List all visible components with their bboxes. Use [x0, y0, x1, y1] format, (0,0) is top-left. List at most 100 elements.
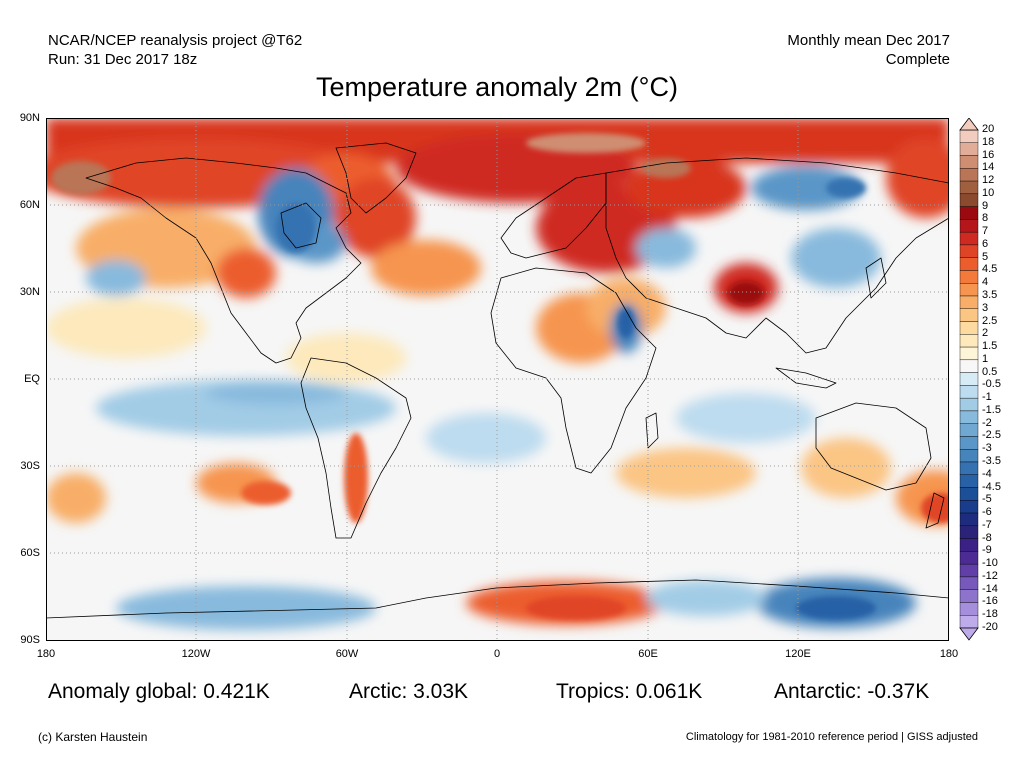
colorbar-cell	[959, 589, 979, 603]
colorbar-cell	[959, 602, 979, 616]
colorbar-label: -16	[982, 595, 998, 608]
africa-outline	[490, 267, 657, 474]
graticule	[46, 118, 949, 641]
colorbar-label: 2.5	[982, 314, 998, 327]
colorbar-cell	[959, 461, 979, 475]
colorbar-label: 16	[982, 148, 995, 161]
colorbar-label: 4.5	[982, 263, 998, 276]
colorbar-cell	[959, 206, 979, 220]
lon-label-120w: 120W	[181, 648, 211, 660]
model-name: NCAR/NCEP reanalysis project @T62	[48, 32, 303, 49]
colorbar-cell	[959, 500, 979, 514]
colorbar-label: 0.5	[982, 365, 998, 378]
colorbar-label: 3.5	[982, 289, 998, 301]
climatology-note: Climatology for 1981-2010 reference peri…	[685, 731, 978, 743]
colorbar-cell	[959, 142, 979, 156]
colorbar-label: -3.5	[982, 455, 1001, 467]
colorbar-cell	[959, 321, 979, 335]
colorbar-cell	[959, 219, 979, 233]
lon-label-180w: 180	[36, 648, 56, 660]
lon-label-60e: 60E	[638, 648, 658, 660]
colorbar-label: -14	[982, 582, 998, 595]
map-title: Temperature anomaly 2m (°C)	[316, 72, 678, 102]
colorbar-cell	[959, 576, 979, 590]
colorbar-label: 4	[982, 276, 989, 289]
colorbar-cell	[959, 423, 979, 437]
colorbar-label: 8	[982, 212, 989, 225]
colorbar-cell	[959, 257, 979, 271]
colorbar-label: -0.5	[982, 378, 1001, 391]
run-time: Run: 31 Dec 2017 18z	[48, 51, 198, 68]
lat-label-30s: 30S	[20, 460, 40, 472]
colorbar-cell	[959, 155, 979, 169]
colorbar-cell	[959, 168, 979, 182]
lat-label-60n: 60N	[19, 199, 40, 211]
completion-status: Complete	[885, 51, 950, 68]
header-right: Monthly mean Dec 2017 Complete	[787, 31, 950, 69]
colorbar-cell	[959, 244, 979, 258]
colorbar-label: 12	[982, 174, 995, 187]
colorbar-label: 3	[982, 301, 989, 314]
map-frame	[46, 118, 949, 641]
colorbar-label: -18	[982, 608, 998, 621]
colorbar-cell	[959, 295, 979, 309]
colorbar-cell	[959, 449, 979, 463]
south-america-outline	[300, 357, 412, 539]
colorbar-cell	[959, 283, 979, 297]
madagascar-outline	[645, 412, 659, 449]
colorbar-label: -8	[982, 531, 992, 544]
europe-outline	[500, 172, 607, 259]
australia-outline	[815, 402, 932, 491]
north-america-outline	[85, 157, 362, 364]
colorbar-cell	[959, 615, 979, 629]
greenland-outline	[335, 142, 417, 214]
colorbar-label: 10	[982, 186, 995, 199]
colorbar-cell	[959, 538, 979, 552]
stat-global: Anomaly global: 0.421K	[48, 680, 270, 703]
lon-label-120e: 120E	[785, 648, 811, 660]
asia-outline	[605, 157, 949, 354]
colorbar-label: 6	[982, 237, 989, 250]
colorbar-cell	[959, 308, 979, 322]
colorbar-cell	[959, 346, 979, 361]
colorbar-cell	[959, 270, 979, 284]
copyright: (c) Karsten Haustein	[38, 730, 148, 744]
colorbar-label: -3	[982, 442, 992, 455]
colorbar-label: -10	[982, 557, 998, 570]
indonesia-outline	[775, 367, 837, 389]
new-zealand-outline	[925, 492, 945, 529]
colorbar-label: -9	[982, 544, 992, 557]
lon-label-0: 0	[493, 648, 501, 660]
colorbar-cell	[959, 372, 979, 386]
stat-arctic: Arctic: 3.03K	[349, 680, 469, 703]
colorbar-cell	[959, 180, 979, 195]
map-canvas	[46, 118, 949, 641]
period-label: Monthly mean Dec 2017	[787, 32, 950, 49]
colorbar-label: -5	[982, 493, 992, 506]
colorbar-label: -1	[982, 391, 992, 404]
colorbar-cell	[959, 231, 979, 246]
colorbar-label: 9	[982, 199, 989, 212]
lat-label-90n: 90N	[19, 112, 40, 124]
lat-label-eq: EQ	[24, 373, 40, 385]
lat-label-60s: 60S	[20, 547, 40, 559]
colorbar-bottom-arrow	[959, 627, 979, 641]
colorbar-cell	[959, 193, 979, 207]
colorbar-cell	[959, 474, 979, 488]
colorbar-label: 2	[982, 327, 989, 340]
header-left: NCAR/NCEP reanalysis project @T62 Run: 3…	[48, 31, 302, 69]
colorbar-cell	[959, 487, 979, 501]
lat-label-90s: 90S	[20, 634, 40, 646]
lat-label-30n: 30N	[19, 286, 40, 298]
colorbar-label: -4.5	[982, 480, 1001, 493]
colorbar-label: 1.5	[982, 340, 998, 353]
colorbar-cell	[959, 359, 979, 373]
colorbar-label: 5	[982, 250, 989, 263]
lon-label-180e: 180	[939, 648, 959, 660]
colorbar-label: -2.5	[982, 429, 1001, 442]
lon-label-60w: 60W	[335, 648, 359, 660]
colorbar-cell	[959, 563, 979, 578]
colorbar-label: 1	[982, 352, 989, 365]
colorbar-label: -1.5	[982, 403, 1001, 416]
colorbar-cell	[959, 334, 979, 348]
